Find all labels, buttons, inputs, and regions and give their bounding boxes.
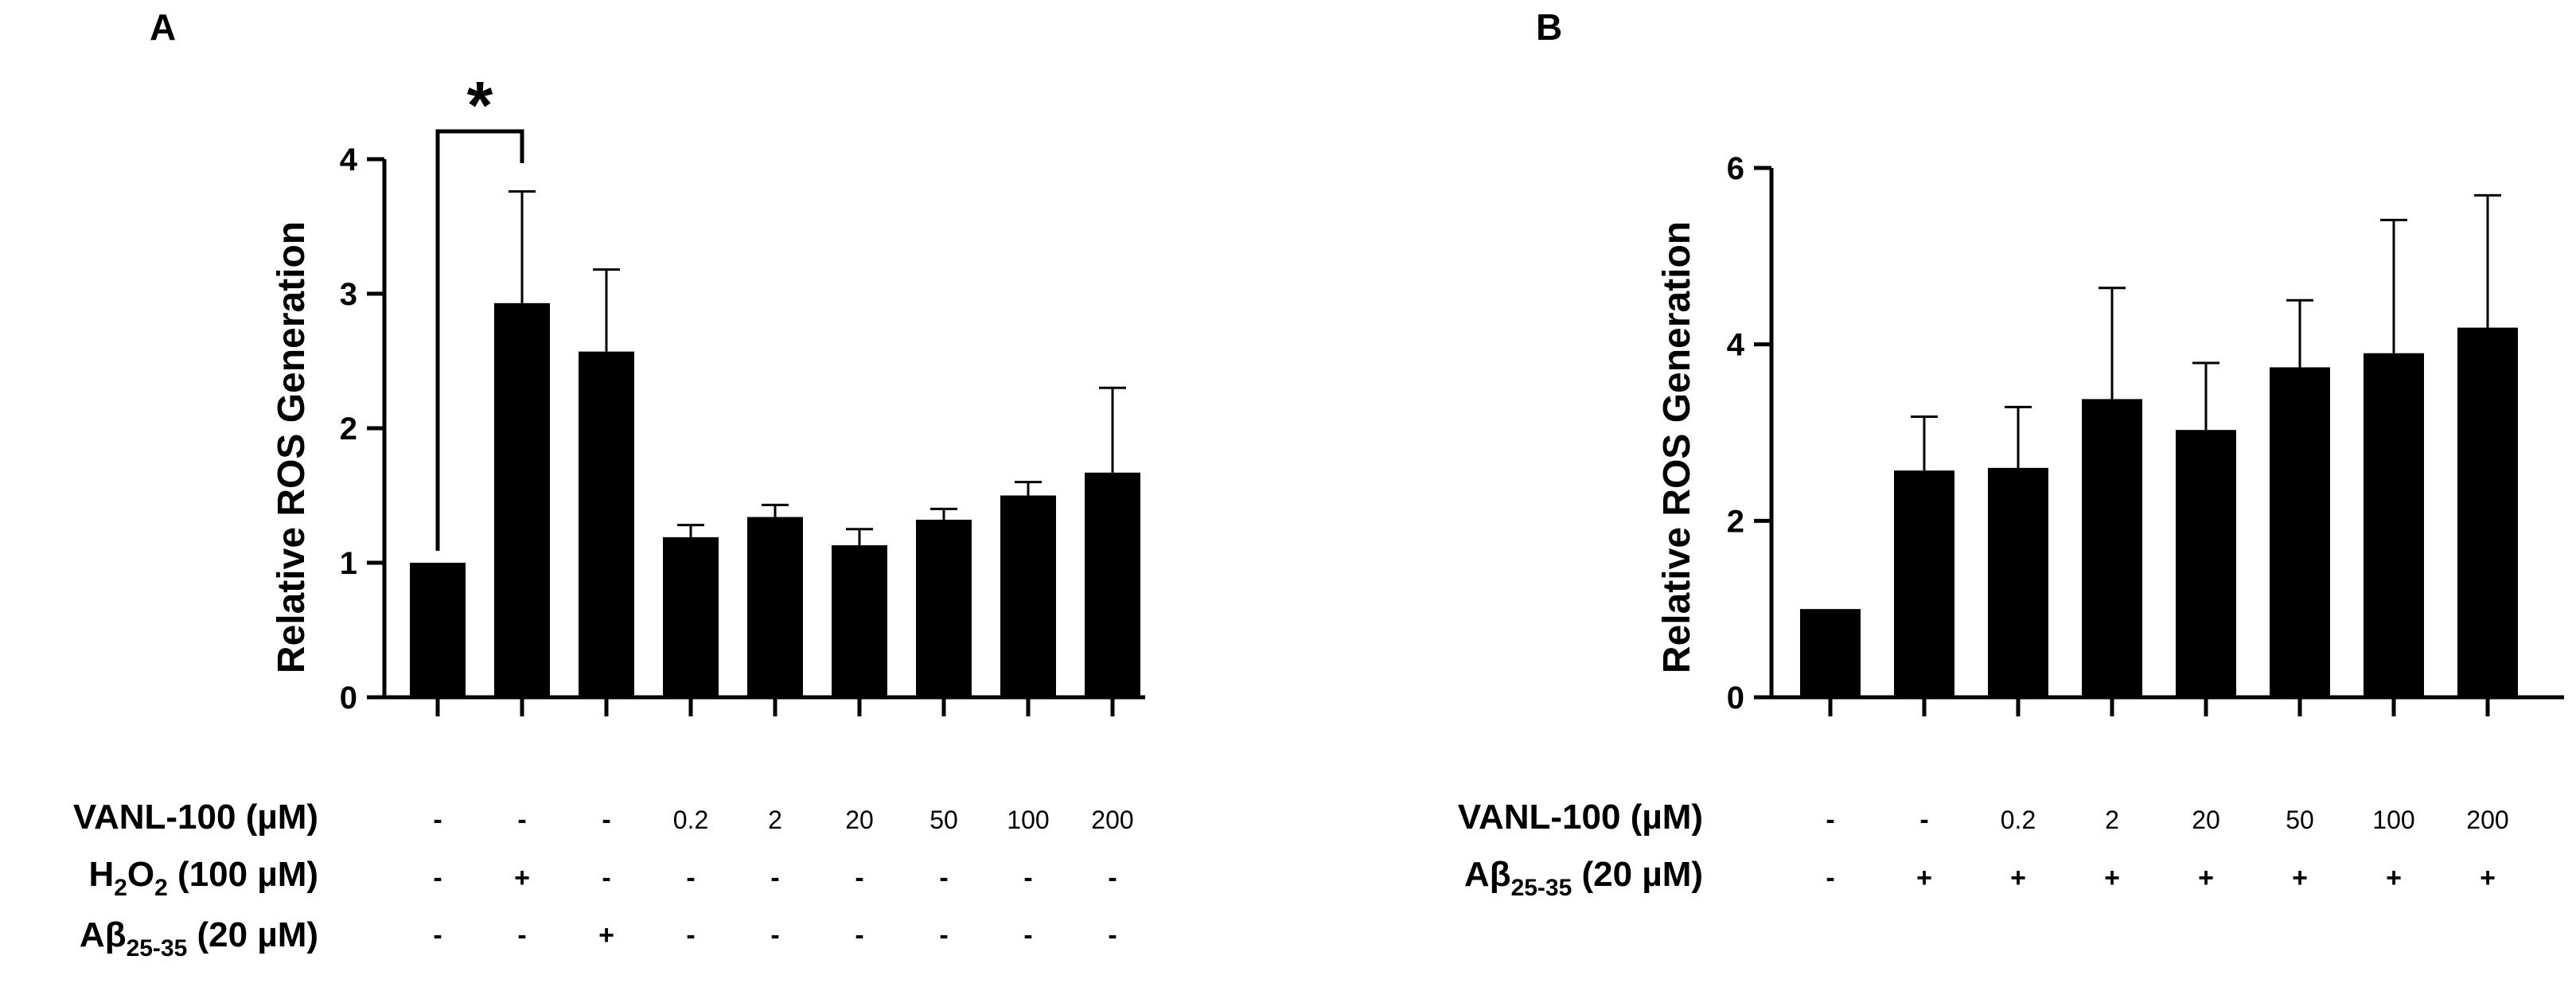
y-tick-label: 0 <box>340 681 357 716</box>
condition-value: 100 <box>2372 806 2414 834</box>
panel-b-letter: B <box>1536 6 1562 48</box>
condition-value: - <box>1023 863 1032 893</box>
significance-star: * <box>467 68 493 142</box>
condition-value: - <box>855 920 863 950</box>
y-tick-label: 0 <box>1727 681 1744 716</box>
condition-value: - <box>939 863 948 893</box>
condition-value: + <box>2010 863 2026 893</box>
bar <box>579 351 634 697</box>
condition-value: - <box>433 863 442 893</box>
bar <box>2364 353 2424 697</box>
condition-value: - <box>602 863 610 893</box>
panel-a-vanl-label: VANL-100 (µM) <box>73 798 318 837</box>
condition-value: 200 <box>1091 806 1133 834</box>
bar <box>1894 470 1954 697</box>
condition-value: + <box>2386 863 2402 893</box>
panel-a-bars <box>410 190 1140 697</box>
condition-value: 0.2 <box>673 806 708 834</box>
condition-value: 0.2 <box>2001 806 2036 834</box>
condition-value: 2 <box>2105 806 2119 834</box>
condition-value: - <box>433 920 442 950</box>
panel-b: B Relative ROS Generation 0 2 4 6 VANL-100 … <box>1458 6 2564 901</box>
bar <box>832 545 887 697</box>
y-tick-label: 2 <box>1727 504 1744 539</box>
condition-value: + <box>2480 863 2496 893</box>
y-tick-label: 3 <box>340 277 357 312</box>
condition-value: + <box>514 863 530 893</box>
condition-value: 50 <box>929 806 958 834</box>
condition-value: 2 <box>768 806 782 834</box>
condition-value: + <box>2292 863 2308 893</box>
condition-value: - <box>770 920 779 950</box>
bar <box>1085 472 1140 697</box>
bar <box>1988 467 2048 697</box>
condition-value: - <box>602 805 610 835</box>
condition-value: + <box>2104 863 2120 893</box>
panel-a-significance: * <box>435 68 524 551</box>
y-tick-label: 4 <box>340 142 358 178</box>
condition-value: - <box>1108 920 1117 950</box>
condition-value: - <box>686 863 695 893</box>
panel-a-condition-grid: - - - 0.2 2 20 50 100 200 - + - - - - - - - - - + - - - - - - <box>433 805 1133 950</box>
bar <box>916 519 972 697</box>
condition-value: - <box>517 920 526 950</box>
condition-value: - <box>855 863 863 893</box>
condition-value: - <box>686 920 695 950</box>
panel-a-abeta-label: Aβ25-35 (20 µM) <box>80 915 318 962</box>
bar <box>747 517 803 697</box>
condition-value: - <box>1919 805 1928 835</box>
condition-value: + <box>2198 863 2214 893</box>
panel-b-bars <box>1800 193 2518 697</box>
y-tick-label: 4 <box>1727 328 1745 363</box>
panel-a-y-axis-label: Relative ROS Generation <box>271 221 313 673</box>
condition-value: + <box>1916 863 1932 893</box>
y-tick-label: 6 <box>1727 151 1744 186</box>
bar <box>2082 399 2142 697</box>
bar <box>1000 495 1056 697</box>
condition-value: - <box>1108 863 1117 893</box>
condition-value: 100 <box>1007 806 1049 834</box>
condition-value: - <box>1826 863 1834 893</box>
condition-value: - <box>770 863 779 893</box>
condition-value: - <box>1023 920 1032 950</box>
bar <box>2457 327 2518 697</box>
condition-value: - <box>939 920 948 950</box>
significance-bracket <box>435 129 524 551</box>
bar <box>2176 430 2236 697</box>
condition-value: 50 <box>2286 806 2314 834</box>
bar <box>410 563 466 697</box>
condition-value: - <box>433 805 442 835</box>
condition-value: 200 <box>2466 806 2508 834</box>
condition-value: 20 <box>845 806 874 834</box>
panel-a-letter: A <box>150 6 176 48</box>
y-tick-label: 1 <box>340 546 357 581</box>
panel-b-vanl-label: VANL-100 (µM) <box>1458 798 1703 837</box>
condition-value: 20 <box>2192 806 2220 834</box>
panel-b-condition-grid: - - 0.2 2 20 50 100 200 - + + + + + + + <box>1826 805 2508 893</box>
condition-value: + <box>598 920 614 950</box>
condition-value: - <box>1826 805 1834 835</box>
panel-b-y-axis-label: Relative ROS Generation <box>1656 221 1698 673</box>
bar <box>663 536 719 697</box>
panel-a: A Relative ROS Generation 0 1 2 3 4 * VANL-1… <box>73 6 1145 962</box>
bar <box>2270 367 2330 697</box>
bar <box>494 302 550 697</box>
bar <box>1800 609 1861 697</box>
condition-value: - <box>517 805 526 835</box>
panel-b-abeta-label: Aβ25-35 (20 µM) <box>1464 855 1703 901</box>
panel-a-h2o2-label: H2O2 (100 µM) <box>88 855 318 901</box>
y-tick-label: 2 <box>340 412 357 447</box>
